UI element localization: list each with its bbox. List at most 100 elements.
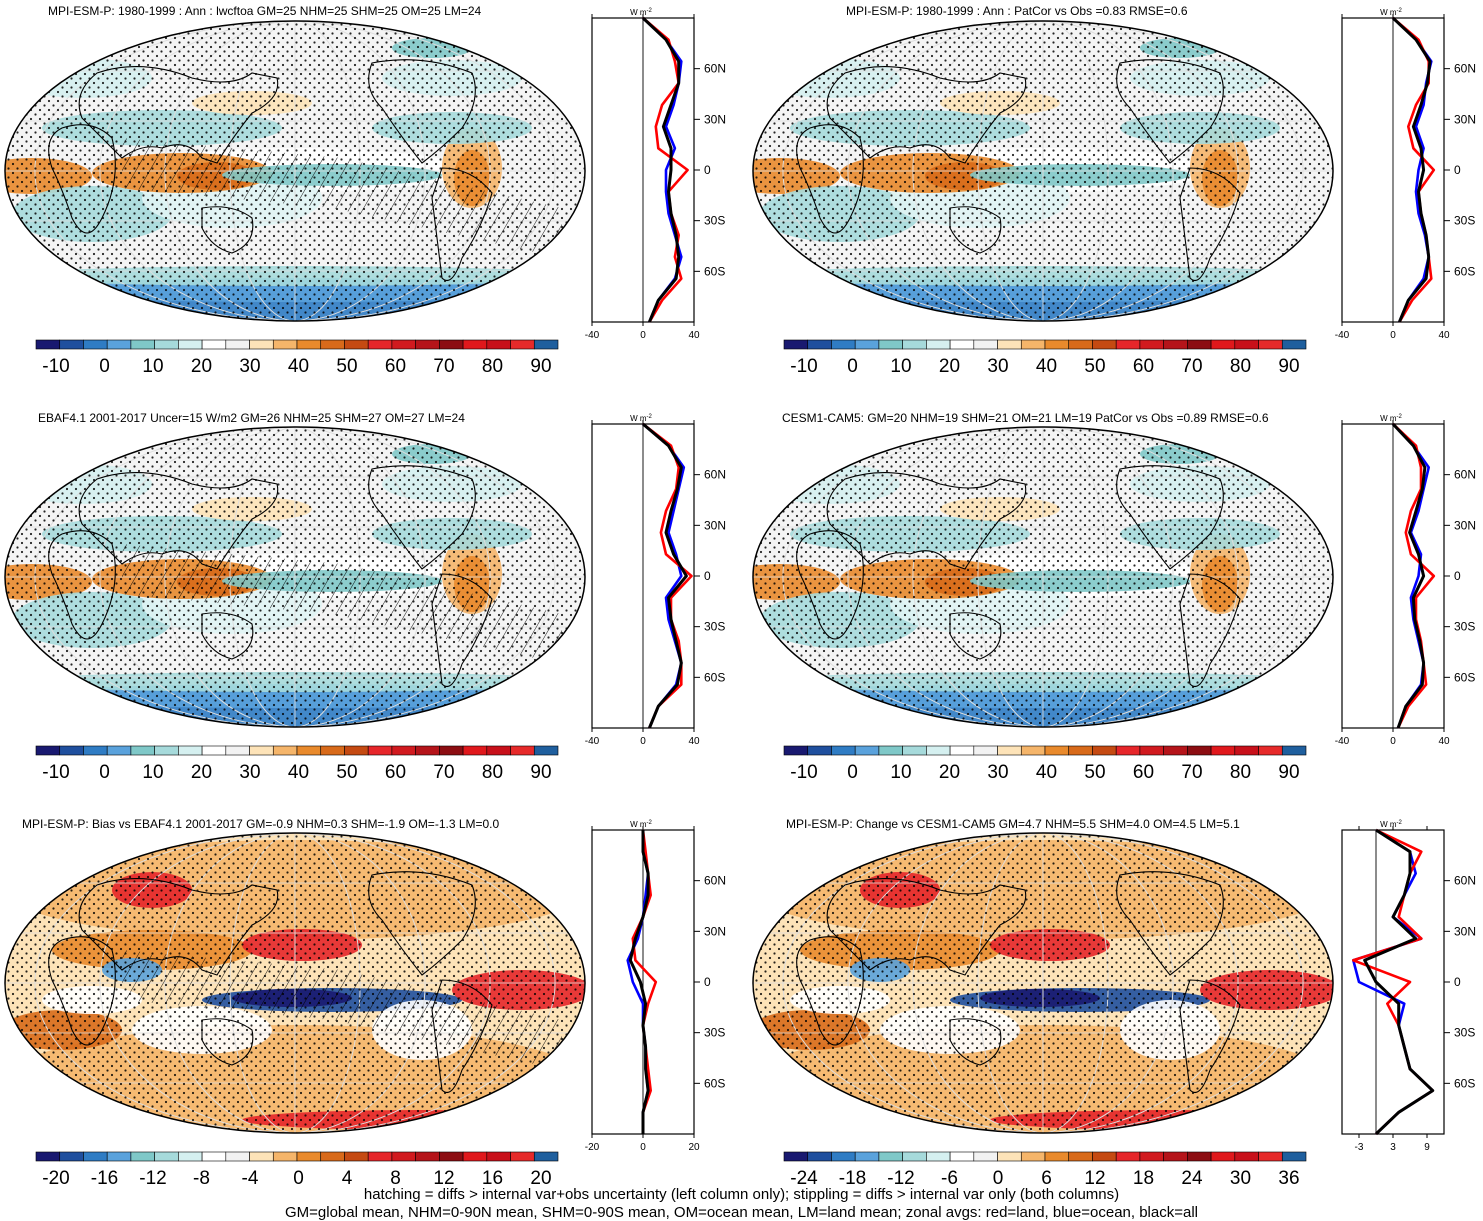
colorbar-label: -6 xyxy=(941,1168,958,1189)
map-frame xyxy=(4,20,586,322)
colorbar-label: -10 xyxy=(790,762,817,783)
zonal-ytick-label: 60S xyxy=(704,264,725,278)
colorbar-label: 90 xyxy=(530,762,551,783)
colorbar-swatch xyxy=(783,745,809,756)
zonal-ytick-label: 30N xyxy=(1454,112,1476,126)
colorbar-swatch xyxy=(807,1151,832,1162)
zonal-ytick-label: 30S xyxy=(1454,620,1475,634)
colorbar-label: -10 xyxy=(790,356,817,377)
colorbar-swatch xyxy=(1068,339,1093,350)
colorbar-label: 0 xyxy=(847,356,858,377)
map-panel-5 xyxy=(4,832,586,1134)
colorbar-swatch xyxy=(462,339,488,350)
colorbar-swatch xyxy=(1258,1151,1283,1162)
zonal-series-all xyxy=(628,830,650,1134)
colorbar-swatch xyxy=(1210,339,1236,350)
zonal-ytick-label: 60S xyxy=(704,670,725,684)
colorbar-swatch xyxy=(59,1151,84,1162)
zonal-xtick-label: 40 xyxy=(1438,330,1450,341)
hatching-overlay xyxy=(122,544,562,664)
zonal-series-all xyxy=(641,16,681,323)
colorbar-label: 40 xyxy=(1036,762,1057,783)
colorbar-swatch xyxy=(1187,1151,1212,1162)
colorbar-swatch xyxy=(1210,745,1236,756)
zonal-ytick-label: 30S xyxy=(704,214,725,228)
colorbar-swatch xyxy=(973,745,998,756)
zonal-ytick-label: 60N xyxy=(704,874,726,888)
colorbar-swatch xyxy=(902,339,927,350)
colorbar-swatch xyxy=(344,339,369,350)
zonal-ytick-label: 0 xyxy=(1454,975,1461,989)
colorbar-swatch xyxy=(533,745,559,756)
colorbar-swatch xyxy=(1020,745,1046,756)
colorbar-swatch xyxy=(344,1151,369,1162)
colorbar-swatch xyxy=(854,745,880,756)
colorbar-label: -18 xyxy=(839,1168,866,1189)
colorbar-swatch xyxy=(296,339,322,350)
colorbar-panel-5: -20 -16 -12 -8 -4 0 4 8 12 16 20 xyxy=(35,1151,559,1189)
map-frame xyxy=(752,426,1334,728)
colorbar-swatch xyxy=(831,745,856,756)
colorbar-label: -24 xyxy=(790,1168,818,1189)
zonal-unit-label: W m-2 xyxy=(630,820,652,829)
zonal-xtick-label: -40 xyxy=(1335,330,1350,341)
colorbar-swatch xyxy=(1020,1151,1046,1162)
colorbar-swatch xyxy=(83,339,108,350)
colorbar-swatch xyxy=(1234,745,1259,756)
colorbar-swatch xyxy=(1187,745,1212,756)
colorbar-swatch xyxy=(272,745,298,756)
panel-title-6: MPI-ESM-P: Change vs CESM1-CAM5 GM=4.7 N… xyxy=(786,817,1240,831)
colorbar-swatch xyxy=(486,339,511,350)
colorbar-label: 18 xyxy=(1133,1168,1154,1189)
map-panel-1 xyxy=(4,20,586,322)
colorbar-label: 10 xyxy=(890,356,911,377)
colorbar-swatch xyxy=(415,339,440,350)
colorbar-swatch xyxy=(486,745,511,756)
colorbar-label: 40 xyxy=(1036,356,1057,377)
zonal-ytick-label: 0 xyxy=(704,975,711,989)
colorbar-swatch xyxy=(320,339,345,350)
zonal-ytick-label: 30S xyxy=(1454,214,1475,228)
zonal-xtick-label: 40 xyxy=(688,330,700,341)
footer-note-hatching: hatching = diffs > internal var+obs unce… xyxy=(363,1186,1120,1203)
colorbar-label: 40 xyxy=(288,356,309,377)
colorbar-swatch xyxy=(178,339,203,350)
zonal-ytick-label: 60N xyxy=(1454,874,1476,888)
colorbar-swatch xyxy=(1092,1151,1117,1162)
colorbar-swatch xyxy=(1210,1151,1236,1162)
colorbar-label: 30 xyxy=(239,356,260,377)
colorbar-swatch xyxy=(320,745,345,756)
zonal-ytick-label: 60N xyxy=(1454,468,1476,482)
colorbar-swatch xyxy=(415,1151,440,1162)
zonal-xtick-label: 40 xyxy=(1438,736,1450,747)
zonal-unit-label: W m-2 xyxy=(630,8,652,17)
colorbar-label: 60 xyxy=(385,762,406,783)
colorbar-swatch xyxy=(1234,1151,1259,1162)
zonal-series-all xyxy=(1391,16,1432,323)
colorbar-label: 30 xyxy=(987,762,1008,783)
zonal-xtick-label: 20 xyxy=(688,1142,700,1153)
colorbar-swatch xyxy=(83,1151,108,1162)
colorbar-swatch xyxy=(1234,339,1259,350)
colorbar-swatch xyxy=(415,745,440,756)
colorbar-label: 20 xyxy=(530,1168,551,1189)
colorbar-label: 80 xyxy=(482,762,503,783)
colorbar-swatch xyxy=(83,745,108,756)
colorbar-label: 80 xyxy=(482,356,503,377)
colorbar-swatch xyxy=(1115,1151,1141,1162)
colorbar-swatch xyxy=(1281,1151,1307,1162)
colorbar-swatch xyxy=(344,745,369,756)
zonal-series-land xyxy=(631,829,658,1134)
zonal-plot-3: W m-2 60N 30N 0 30S 60S -40 0 40 xyxy=(585,414,726,747)
colorbar-label: 10 xyxy=(890,762,911,783)
colorbar-label: -16 xyxy=(91,1168,118,1189)
panel-title-3: EBAF4.1 2001-2017 Uncer=15 W/m2 GM=26 NH… xyxy=(38,411,465,425)
colorbar-label: -8 xyxy=(193,1168,210,1189)
colorbar-label: 4 xyxy=(342,1168,353,1189)
zonal-ytick-label: 60S xyxy=(1454,264,1475,278)
colorbar-label: 6 xyxy=(1041,1168,1052,1189)
colorbar-swatch xyxy=(510,339,535,350)
colorbar-swatch xyxy=(35,1151,61,1162)
stippling-overlay xyxy=(753,427,1333,727)
zonal-series-ocean xyxy=(626,830,650,1134)
